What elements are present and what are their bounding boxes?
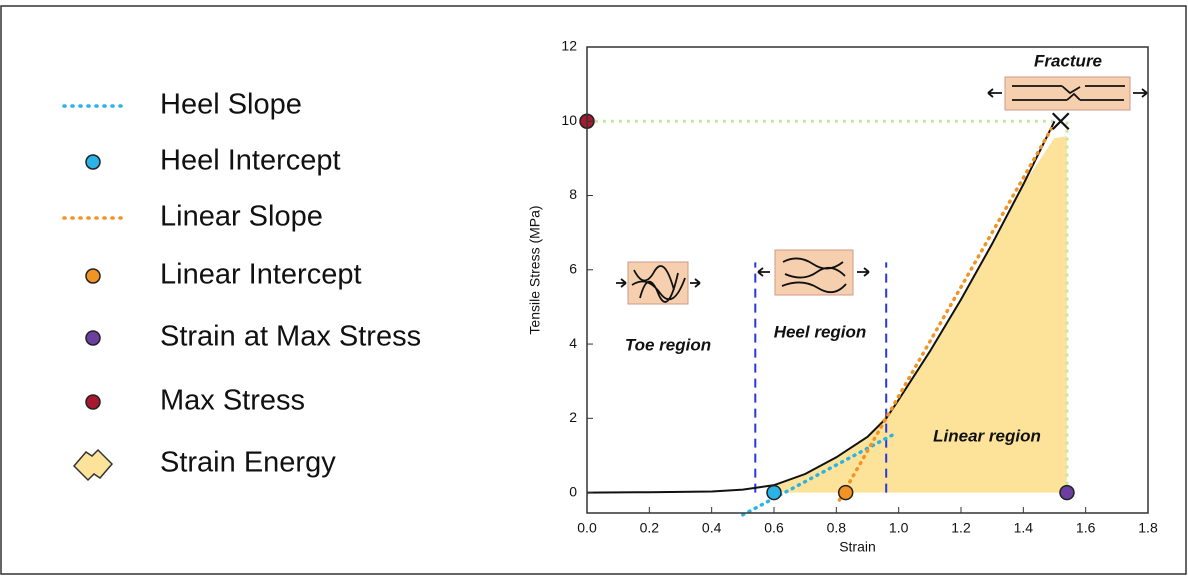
y-axis-label: Tensile Stress (MPa) [527, 205, 543, 334]
point [766, 484, 782, 501]
toe-icon [616, 261, 701, 305]
slope-line [741, 433, 895, 517]
x-tick-label: 1.6 [1076, 520, 1096, 536]
legend-swatch [85, 154, 101, 170]
x-axis-label: Strain [839, 539, 876, 555]
legend-label: Heel Slope [160, 89, 302, 121]
point [837, 484, 854, 501]
x-tick-label: 0.6 [764, 520, 784, 536]
annotation: Fracture [1034, 51, 1102, 70]
x-tick-label: 0.8 [827, 520, 847, 536]
legend-swatch [85, 268, 101, 284]
y-tick-label: 6 [569, 260, 577, 276]
strain-energy-area [774, 136, 1067, 493]
annotation: Linear region [933, 426, 1041, 445]
x-tick-label: 0.0 [577, 520, 597, 536]
x-tick-label: 0.4 [702, 520, 722, 536]
legend-label: Linear Intercept [160, 259, 362, 291]
y-tick-label: 8 [569, 186, 577, 202]
x-tick-label: 0.2 [640, 520, 660, 536]
plot-frame [586, 46, 1149, 514]
legend-swatch [85, 330, 101, 346]
heel-icon [757, 249, 870, 296]
annotation: Toe region [625, 335, 711, 354]
stress-strain-curve [586, 120, 1056, 494]
legend-label: Strain Energy [160, 447, 336, 479]
y-tick-label: 4 [569, 335, 577, 351]
legend-label: Max Stress [160, 385, 305, 417]
x-tick-label: 1.2 [951, 520, 971, 536]
x-tick-label: 1.8 [1138, 520, 1158, 536]
slope-line [837, 126, 1054, 502]
y-tick-label: 12 [561, 38, 577, 54]
fracture-marker [1051, 112, 1070, 131]
annotation: Heel region [774, 322, 867, 341]
fracture-icon [987, 76, 1148, 111]
legend-swatch [72, 448, 114, 482]
legend: Heel Slope Heel Intercept Linear Slope Line… [62, 89, 421, 482]
legend-label: Linear Slope [160, 201, 323, 233]
legend-swatch [85, 394, 101, 410]
point [1059, 484, 1075, 501]
y-tick-label: 0 [569, 483, 577, 499]
legend-label: Heel Intercept [160, 145, 341, 177]
y-tick-label: 2 [569, 409, 577, 425]
x-tick-label: 1.4 [1014, 520, 1034, 536]
legend-label: Strain at Max Stress [160, 321, 421, 353]
y-tick-label: 10 [561, 112, 577, 128]
x-tick-label: 1.0 [889, 520, 909, 536]
